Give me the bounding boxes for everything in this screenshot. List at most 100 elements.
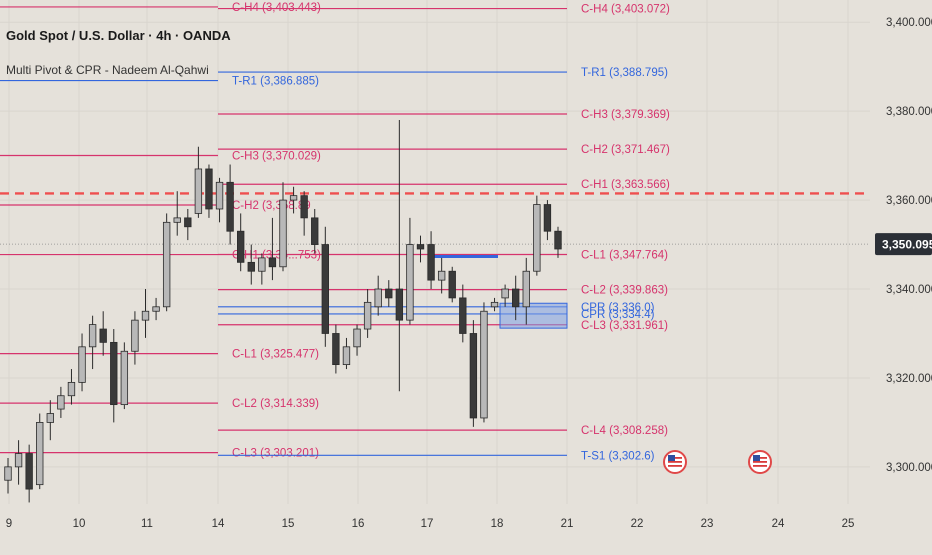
date-tick-label[interactable]: 21 bbox=[561, 518, 574, 530]
price-tick-label[interactable]: 3,300.000 bbox=[886, 462, 932, 474]
date-tick-label[interactable]: 25 bbox=[842, 518, 855, 530]
candle-body bbox=[247, 261, 255, 272]
candle-body bbox=[469, 333, 478, 419]
us-flag-event-icon[interactable] bbox=[663, 450, 687, 474]
candle-body bbox=[141, 310, 150, 321]
date-tick-label[interactable]: 22 bbox=[631, 518, 644, 530]
date-tick-label[interactable]: 17 bbox=[421, 518, 434, 530]
candle-body bbox=[258, 257, 266, 272]
candle-body bbox=[321, 244, 329, 334]
price-axis[interactable]: 3,400.000 3,380.000 3,360.000 3,340.000 3,32… bbox=[875, 17, 932, 474]
level-label: CPR (3,334.4) bbox=[581, 309, 655, 321]
candle-body bbox=[490, 301, 499, 308]
candle-body bbox=[14, 453, 23, 468]
level-label: C-H2 (3,358.89 bbox=[232, 200, 311, 212]
level-label: C-L1 (3,347.764) bbox=[581, 249, 668, 261]
candle-body bbox=[237, 230, 245, 263]
candle-body bbox=[501, 288, 509, 299]
pivot-levels: C-H4 (3,403.443) C-H4 (3,403.072) T-R1 (3,… bbox=[0, 2, 870, 462]
date-tick-label[interactable]: 24 bbox=[772, 518, 785, 530]
date-tick-label[interactable]: 10 bbox=[73, 518, 86, 530]
level-label: C-L3 (3,331.961) bbox=[581, 320, 668, 332]
candle-body bbox=[268, 257, 277, 268]
us-flag-event-icon[interactable] bbox=[748, 450, 772, 474]
price-tick-label[interactable]: 3,360.000 bbox=[886, 195, 932, 207]
candle-body bbox=[363, 301, 372, 330]
current-price-label[interactable]: 3,350.095 bbox=[882, 238, 932, 252]
candle-body bbox=[459, 297, 467, 334]
candle-body bbox=[120, 350, 129, 406]
flag-stripe bbox=[753, 461, 767, 463]
candle-body bbox=[406, 244, 414, 321]
indicator-name[interactable]: Multi Pivot & CPR - Nadeem Al-Qahwi bbox=[6, 63, 209, 77]
candle-body bbox=[427, 244, 435, 281]
candle-body bbox=[543, 204, 552, 232]
candle-body bbox=[131, 319, 139, 352]
candle-body bbox=[162, 221, 171, 308]
candle-body bbox=[448, 270, 456, 299]
candle-body bbox=[88, 324, 97, 348]
candle-body bbox=[184, 217, 192, 228]
candle-body bbox=[311, 217, 319, 245]
time-axis[interactable]: 9 10 11 14 15 16 17 18 21 22 23 24 25 bbox=[6, 518, 855, 530]
level-label: C-L3 (3,303.201) bbox=[232, 448, 319, 460]
candle-body bbox=[99, 328, 107, 343]
date-tick-label[interactable]: 15 bbox=[282, 518, 295, 530]
grid-lines bbox=[0, 0, 870, 504]
price-tick-label[interactable]: 3,400.000 bbox=[886, 17, 932, 29]
candle-body bbox=[385, 288, 393, 299]
level-label: C-H4 (3,403.072) bbox=[581, 4, 670, 16]
level-label: C-H3 (3,370.029) bbox=[232, 150, 321, 162]
price-tick-label[interactable]: 3,380.000 bbox=[886, 106, 932, 118]
cpr-box bbox=[499, 302, 568, 329]
candle-body bbox=[194, 168, 203, 214]
price-tick-label[interactable]: 3,320.000 bbox=[886, 373, 932, 385]
candle-body bbox=[57, 395, 65, 410]
date-tick-label[interactable]: 23 bbox=[701, 518, 714, 530]
candle-body bbox=[152, 306, 160, 312]
current-price-tag[interactable] bbox=[875, 233, 932, 256]
price-tick-label[interactable]: 3,340.000 bbox=[886, 284, 932, 296]
date-tick-label[interactable]: 9 bbox=[6, 518, 12, 530]
date-tick-label[interactable]: 16 bbox=[352, 518, 365, 530]
candle-body bbox=[533, 204, 541, 272]
level-label: T-R1 (3,386.885) bbox=[232, 76, 319, 88]
candle-body bbox=[67, 381, 76, 397]
candle-body bbox=[215, 181, 224, 210]
candle-body bbox=[173, 217, 181, 223]
candle-body bbox=[78, 346, 86, 383]
level-label: CPR (3,336.0) bbox=[581, 302, 655, 314]
candle-body bbox=[289, 195, 298, 201]
date-tick-label[interactable]: 14 bbox=[212, 518, 225, 530]
level-label: C-H3 (3,379.369) bbox=[581, 109, 670, 121]
candle-body bbox=[342, 346, 351, 366]
level-label: C-L4 (3,308.258) bbox=[581, 425, 668, 437]
level-label: T-R1 (3,388.795) bbox=[581, 67, 668, 79]
candle-body bbox=[332, 333, 340, 366]
candle-body bbox=[300, 195, 308, 219]
candle-body bbox=[110, 341, 118, 406]
candle-body bbox=[512, 288, 520, 308]
level-label: C-L2 (3,339.863) bbox=[581, 285, 668, 297]
level-label: T-S1 (3,302.6) bbox=[581, 450, 655, 462]
economic-events[interactable] bbox=[663, 450, 772, 474]
candle-body bbox=[279, 199, 287, 268]
candle-body bbox=[480, 310, 488, 419]
level-label: C-H1 (3,34...753) bbox=[232, 250, 321, 262]
candle-body bbox=[226, 181, 234, 232]
candle-body bbox=[395, 288, 404, 321]
cpr-zone bbox=[432, 255, 568, 329]
candle-body bbox=[46, 413, 54, 423]
candles bbox=[4, 120, 562, 503]
candle-body bbox=[36, 422, 44, 486]
symbol-title[interactable]: Gold Spot / U.S. Dollar · 4h · OANDA bbox=[6, 28, 231, 43]
date-tick-label[interactable]: 11 bbox=[141, 518, 153, 530]
candle-body bbox=[437, 270, 446, 281]
date-tick-label[interactable]: 18 bbox=[491, 518, 504, 530]
flag-stripe bbox=[668, 465, 682, 467]
candle-body bbox=[4, 466, 12, 481]
flag-stripe bbox=[753, 465, 767, 467]
candle-body bbox=[374, 288, 382, 308]
